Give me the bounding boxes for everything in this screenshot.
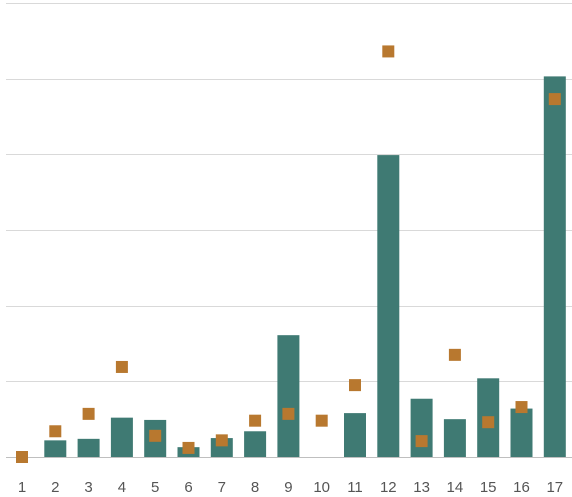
x-tick-label: 14 [447,479,464,496]
marker-11 [349,379,361,392]
bar-9 [277,335,300,457]
bar-12 [377,155,400,457]
bar-11 [344,413,366,457]
bar-16 [510,408,533,457]
x-tick-label: 13 [413,479,430,496]
marker-9 [282,407,295,420]
x-tick-label: 15 [480,479,497,496]
marker-6 [182,441,195,454]
marker-17 [548,93,561,106]
bar-14 [443,419,466,457]
x-tick-label: 11 [347,479,363,496]
marker-4 [115,360,128,373]
bar-17 [543,76,566,457]
marker-12 [382,45,395,58]
marker-1 [16,451,28,463]
marker-15 [482,416,495,429]
marker-5 [149,429,162,442]
marker-14 [448,348,461,361]
marker-2 [49,425,62,438]
marker-10 [315,414,328,427]
bar-3 [77,438,100,457]
gridlines [6,3,572,458]
x-tick-label: 17 [546,479,563,496]
x-tick-label: 3 [84,479,92,496]
x-tick-label: 8 [251,479,259,496]
x-axis-tick-labels: 1 2 3 4 5 6 7 8 9 10 11 12 13 14 15 16 17 [18,479,563,496]
x-tick-label: 2 [51,479,59,496]
x-tick-label: 12 [380,479,397,496]
marker-3 [82,407,95,420]
marker-series [16,45,561,463]
marker-8 [249,414,262,427]
x-tick-label: 7 [218,479,226,496]
bar-4 [110,417,133,457]
x-tick-label: 6 [184,479,192,496]
marker-7 [215,434,228,447]
x-tick-label: 10 [313,479,330,496]
bar-8 [244,431,267,457]
marker-13 [415,435,428,448]
marker-16 [515,401,528,414]
bar-2 [44,440,67,457]
bar-series [44,76,566,457]
x-tick-label: 9 [284,479,292,496]
x-tick-label: 4 [118,479,126,496]
x-tick-label: 16 [513,479,530,496]
bar-13 [410,398,433,457]
x-tick-label: 5 [151,479,159,496]
x-tick-label: 1 [18,479,26,496]
